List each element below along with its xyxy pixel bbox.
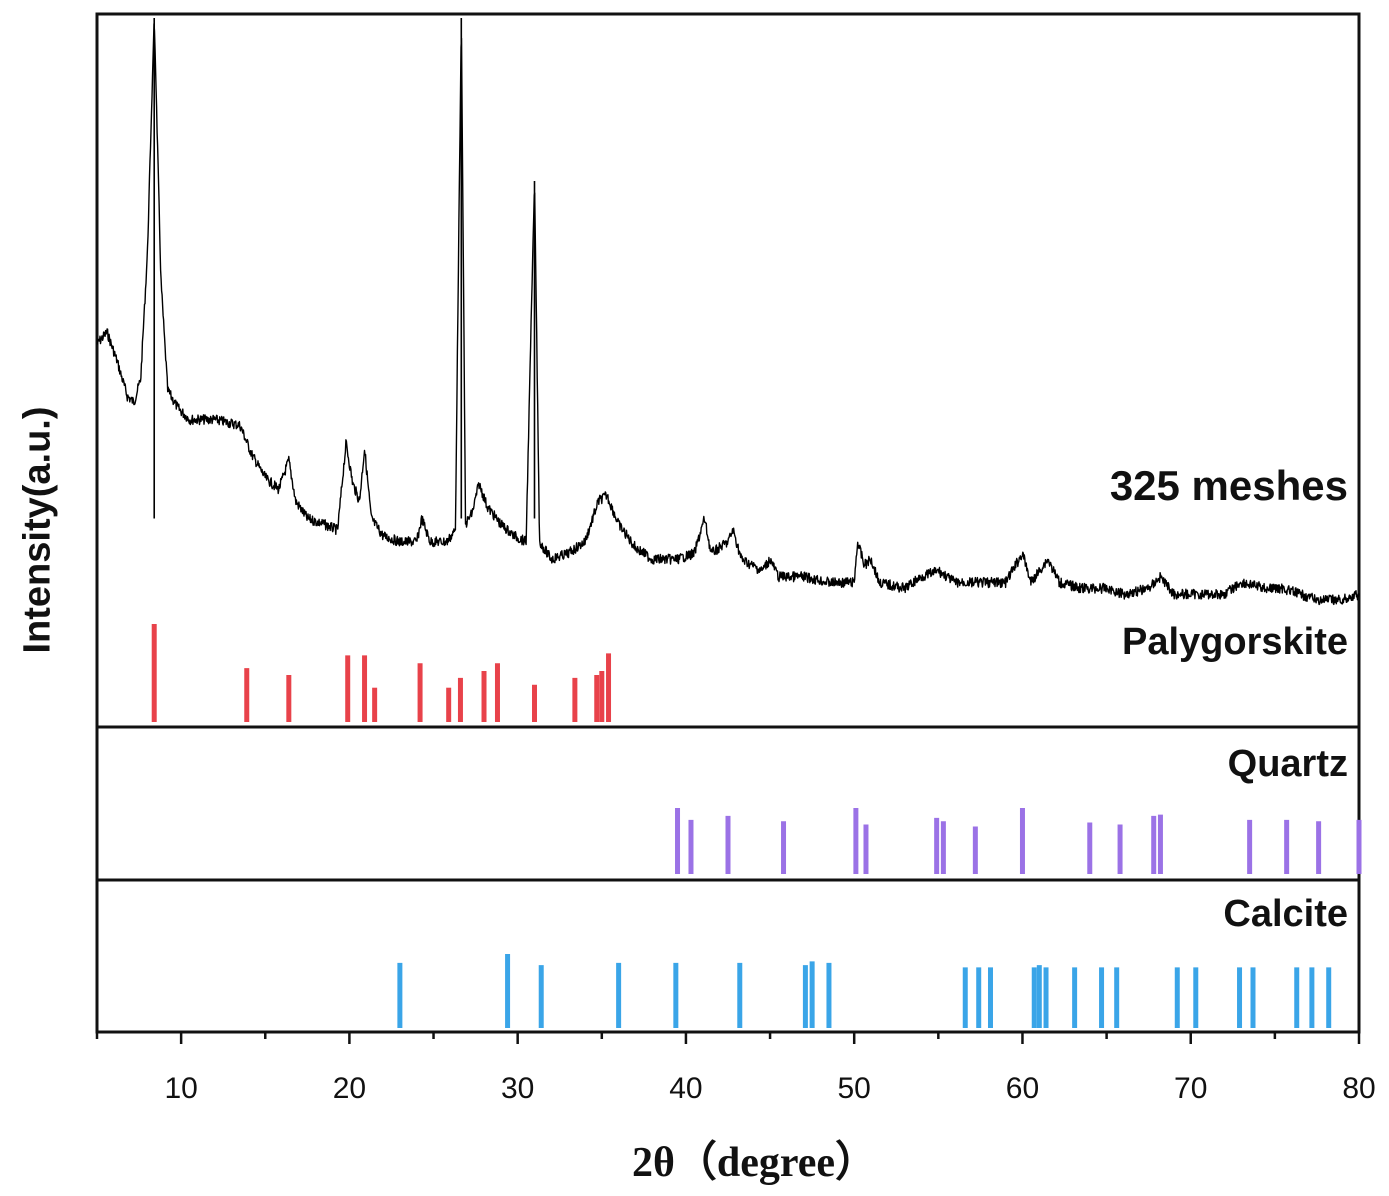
reference-quartz: Quartz bbox=[675, 743, 1362, 874]
x-tick-label-30: 30 bbox=[501, 1072, 534, 1105]
reference-palygorskite: Palygorskite bbox=[151, 621, 1348, 722]
reference-patterns: Palygorskite Quartz Calcite bbox=[151, 621, 1362, 1028]
xrd-pattern bbox=[96, 18, 1360, 606]
reference-label-calcite: Calcite bbox=[1223, 893, 1348, 935]
x-tick-label-10: 10 bbox=[164, 1072, 197, 1105]
pattern-line-325-meshes bbox=[96, 23, 1360, 606]
x-tick-label-20: 20 bbox=[333, 1072, 366, 1105]
panel-frame-3 bbox=[95, 878, 1361, 1034]
y-axis-label: Intensity(a.u.) bbox=[16, 406, 59, 654]
x-tick-label-50: 50 bbox=[838, 1072, 871, 1105]
x-tick-label-60: 60 bbox=[1006, 1072, 1039, 1105]
x-axis: 10 20 30 40 50 60 70 80 bbox=[95, 1032, 1376, 1105]
x-axis-label: 2θ（degree） bbox=[631, 1140, 878, 1186]
reference-label-palygorskite: Palygorskite bbox=[1122, 621, 1348, 663]
x-tick-label-80: 80 bbox=[1342, 1072, 1375, 1105]
x-tick-label-40: 40 bbox=[669, 1072, 702, 1105]
reference-label-quartz: Quartz bbox=[1228, 743, 1348, 785]
x-tick-label-70: 70 bbox=[1174, 1072, 1207, 1105]
sample-label: 325 meshes bbox=[1110, 462, 1348, 509]
panel-frames bbox=[95, 12, 1361, 1034]
y-axis-label-box: Intensity(a.u.) bbox=[8, 360, 68, 700]
reference-calcite: Calcite bbox=[397, 893, 1348, 1028]
